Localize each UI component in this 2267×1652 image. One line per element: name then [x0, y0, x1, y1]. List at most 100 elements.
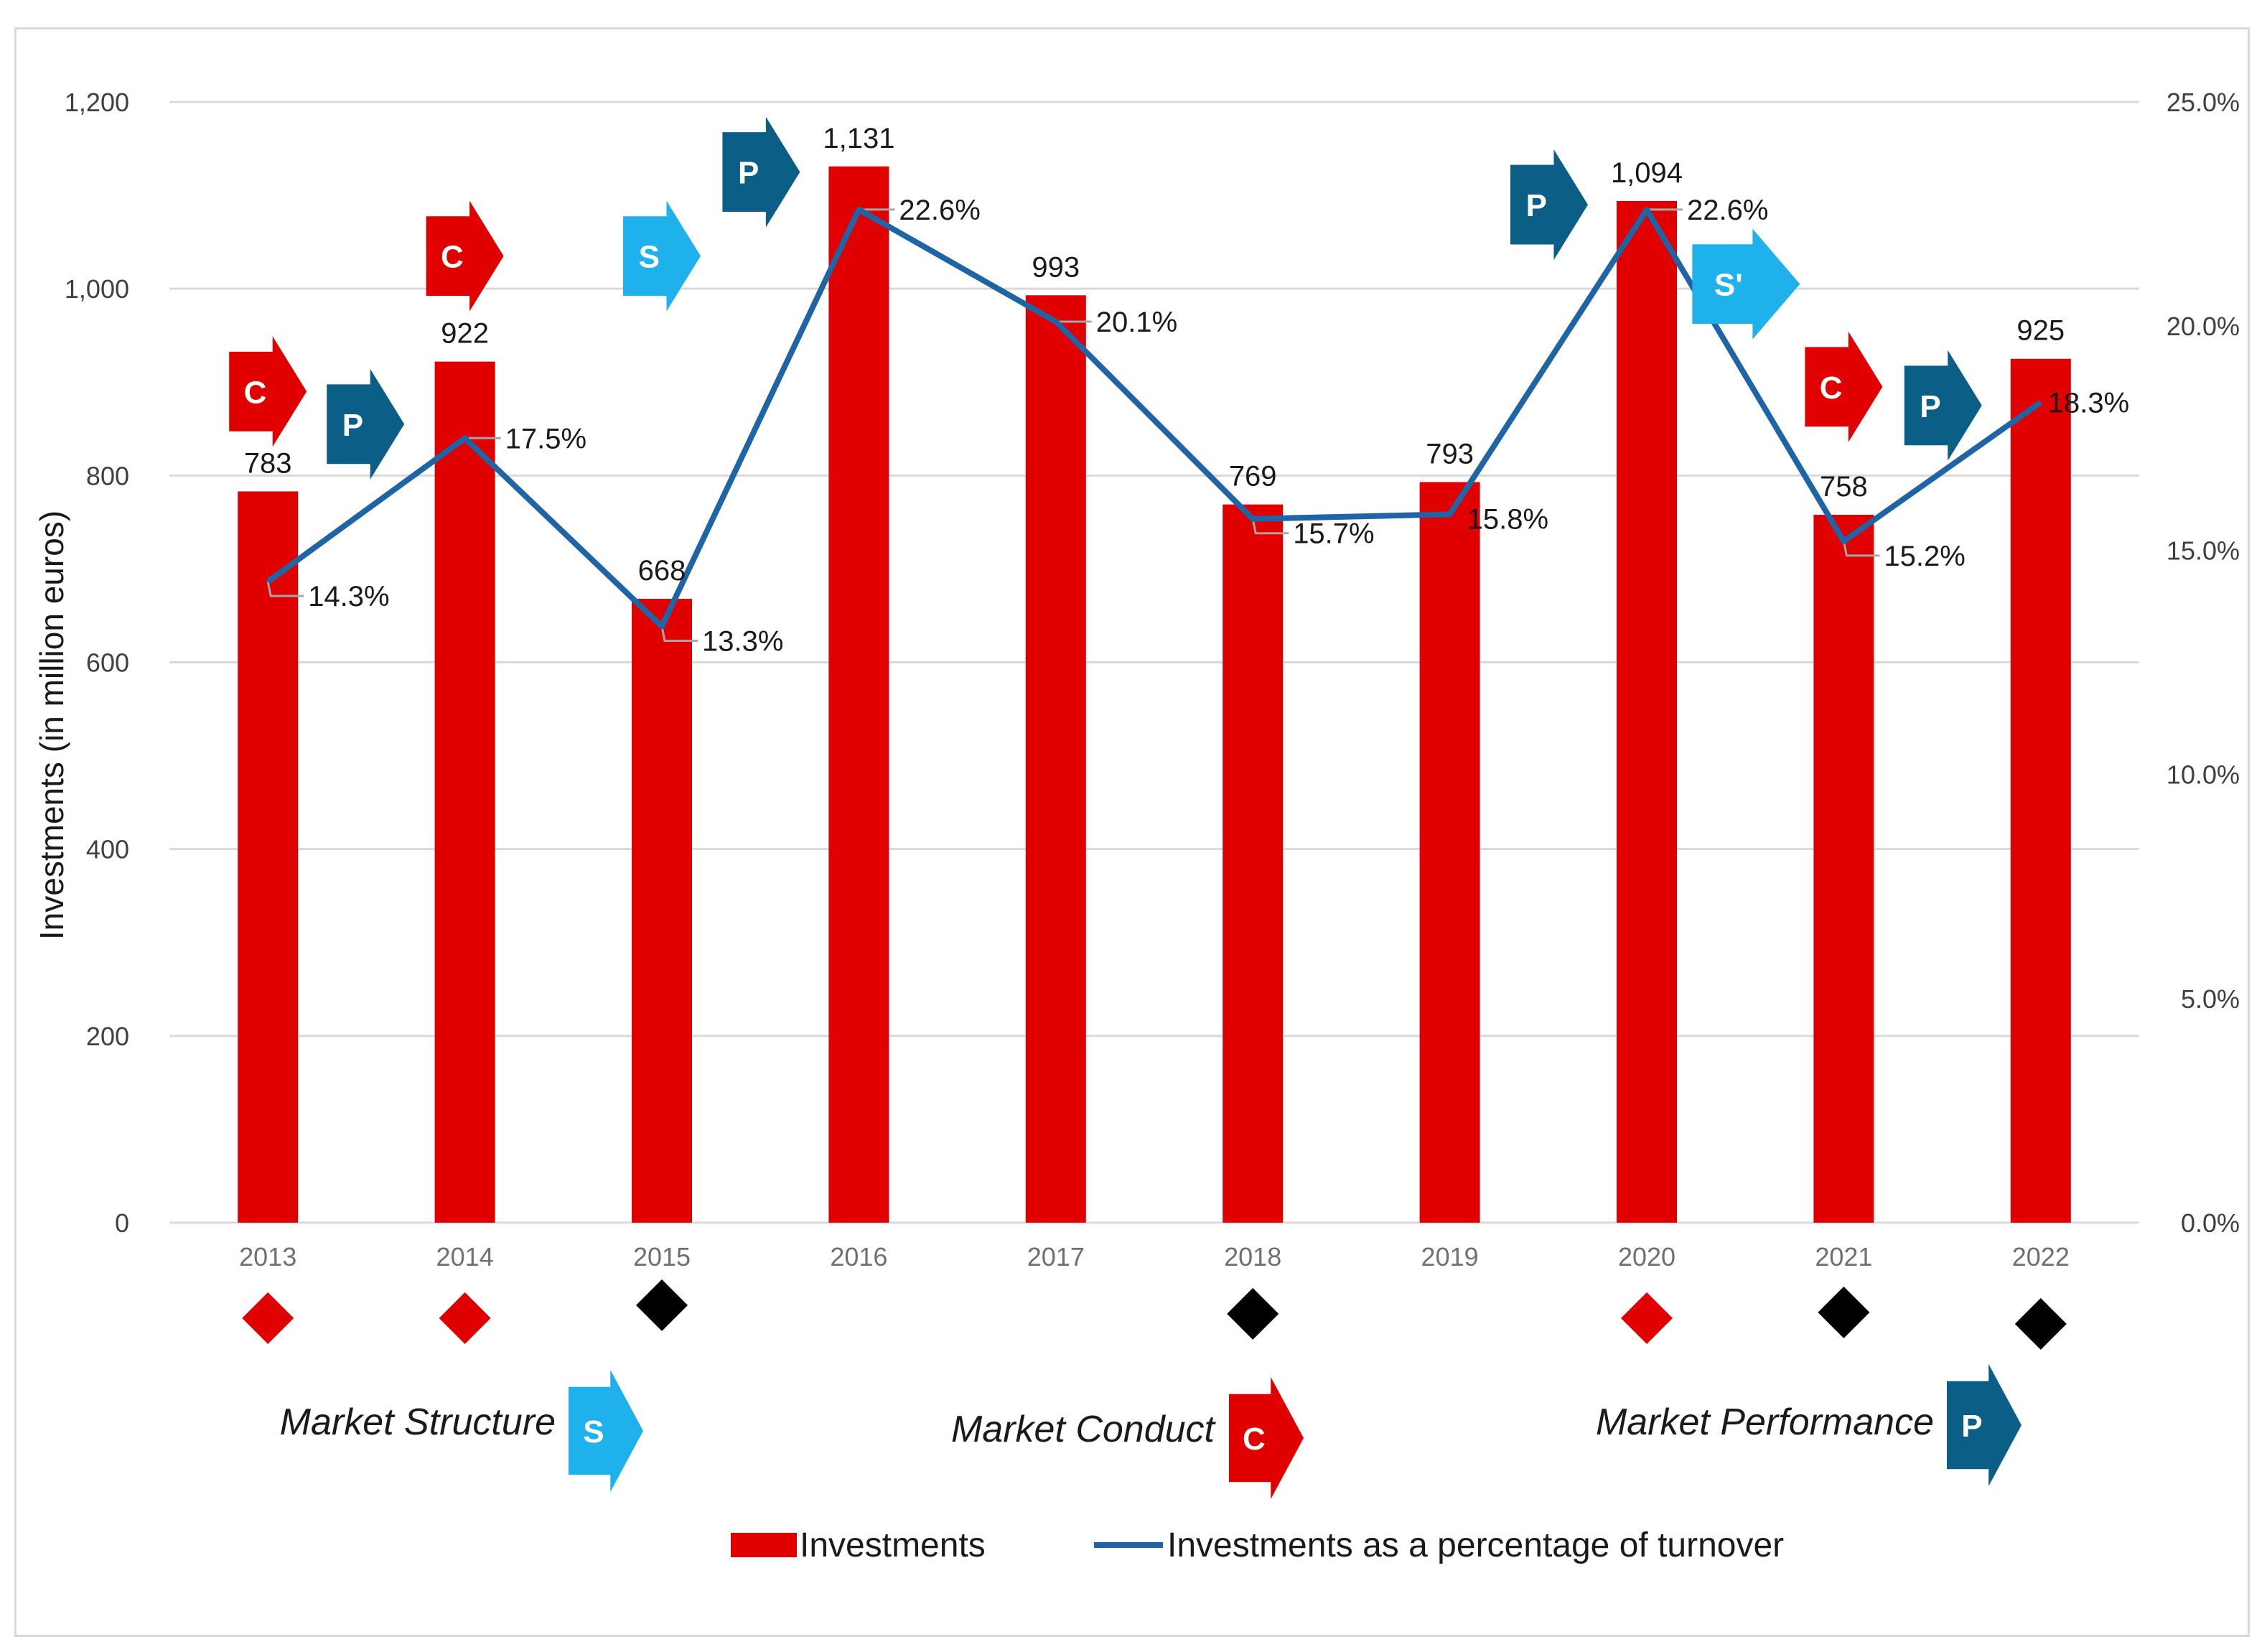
pct-value-label: 15.7% [1293, 518, 1374, 550]
red-diamond-icon [439, 1292, 491, 1344]
arrow-shape [426, 200, 504, 312]
bar-value-label: 668 [638, 555, 686, 587]
arrow-shape [1904, 350, 1982, 461]
right-tick-label: 25.0% [2166, 88, 2240, 117]
x-tick-label: 2014 [436, 1242, 494, 1271]
x-tick-label: 2020 [1618, 1242, 1675, 1271]
pct-series-line [266, 206, 2043, 630]
conduct-arrow-icon: C [1229, 1377, 1304, 1499]
arrow-letter: C [1820, 370, 1843, 406]
pct-leader-line [1251, 518, 1289, 535]
y-axis-label: Investments (in million euros) [33, 510, 70, 940]
arrow-letter: P [738, 156, 759, 191]
pct-value-label: 14.3% [308, 581, 389, 612]
pct-value-labels: 14.3% 17.5% 13.3% 22.6% 20.1% 15.7% 15.8% 22.6%… [308, 195, 2129, 658]
scp-structure-label: Market Structure [280, 1401, 556, 1443]
performance-arrow-icon: P [1947, 1364, 2021, 1486]
arrow-letter: S [639, 240, 660, 275]
bar-value-label: 1,094 [1611, 157, 1683, 189]
black-diamond-icon [1818, 1287, 1870, 1338]
arrow-shape [327, 368, 405, 480]
arrow-shape [569, 1370, 643, 1492]
performance-arrow-icon: P [1904, 350, 1982, 461]
pct-value-label: 17.5% [505, 423, 586, 454]
x-tick-label: 2022 [2012, 1242, 2070, 1271]
arrow-letter: P [1920, 389, 1940, 424]
investment-bars [238, 166, 2071, 1223]
scp-performance-label: Market Performance [1596, 1401, 1934, 1443]
investment-bar [434, 361, 495, 1223]
conduct-arrow-icon: C [229, 336, 307, 447]
structure-arrow-icon: S [569, 1370, 643, 1492]
investment-bar [1025, 295, 1086, 1223]
right-tick-label: 10.0% [2166, 760, 2240, 790]
left-tick-label: 1,200 [65, 88, 129, 117]
performance-arrow-icon: P [327, 368, 405, 480]
arrow-letter: C [1243, 1422, 1266, 1457]
black-diamond-icon [636, 1279, 688, 1331]
x-tick-label: 2013 [239, 1242, 296, 1271]
year-diamond-markers [242, 1279, 2067, 1350]
black-diamond-icon [1227, 1288, 1279, 1340]
x-tick-label: 2021 [1815, 1242, 1872, 1271]
pct-value-label: 15.2% [1884, 541, 1965, 572]
investment-bar [1223, 504, 1284, 1223]
arrow-letter: C [441, 240, 464, 275]
arrow-letter: S' [1714, 268, 1743, 303]
bar-value-label: 793 [1426, 438, 1474, 470]
red-diamond-icon [242, 1292, 294, 1344]
right-axis-ticks: 0.0% 5.0% 10.0% 15.0% 20.0% 25.0% [2166, 88, 2240, 1238]
structure-arrow-icon: S [623, 200, 701, 312]
left-tick-label: 600 [86, 648, 129, 678]
right-tick-label: 15.0% [2166, 536, 2240, 565]
investment-bar [1419, 482, 1480, 1223]
black-diamond-icon [2014, 1298, 2067, 1350]
arrow-shape [623, 200, 701, 312]
arrow-letter: P [1961, 1409, 1982, 1444]
left-axis-ticks: 0 200 400 600 800 1,000 1,200 [65, 88, 129, 1238]
arrow-shape [1229, 1377, 1304, 1499]
arrow-letter: P [342, 408, 363, 443]
gridlines [169, 101, 2139, 1224]
x-tick-label: 2015 [633, 1242, 691, 1271]
arrow-letter: P [1526, 188, 1547, 223]
pct-value-label: 13.3% [702, 626, 783, 658]
legend-bar-swatch [731, 1533, 797, 1557]
right-tick-label: 5.0% [2181, 984, 2240, 1014]
conduct-arrow-icon: C [1805, 331, 1883, 442]
investment-bar [1617, 200, 1677, 1223]
pct-value-label: 22.6% [1687, 195, 1768, 226]
pct-leader-line [1842, 541, 1880, 557]
bar-value-label: 769 [1229, 461, 1277, 493]
pct-leader-line [660, 626, 698, 643]
pct-value-label: 15.8% [1467, 503, 1548, 535]
pct-leader-line [266, 581, 304, 597]
structure-legend-arrow: S [569, 1370, 643, 1492]
bar-value-label: 1,131 [823, 123, 894, 154]
legend-line-label: Investments as a percentage of turnover [1167, 1526, 1784, 1564]
left-tick-label: 800 [86, 461, 129, 490]
investment-bar [632, 599, 692, 1223]
scp-legend-conduct: Market Conduct C [951, 1377, 1304, 1499]
left-tick-label: 1,000 [65, 274, 129, 304]
investment-bar [2010, 358, 2071, 1223]
performance-legend-arrow: P [1947, 1364, 2021, 1486]
arrow-shape [722, 116, 800, 228]
arrow-shape [1510, 149, 1588, 261]
bar-value-label: 783 [244, 447, 292, 479]
arrow-letter: C [244, 375, 267, 410]
arrow-shape [1805, 331, 1883, 442]
x-tick-label: 2017 [1027, 1242, 1085, 1271]
left-tick-label: 0 [115, 1208, 129, 1238]
scp-legend-performance: Market Performance P [1596, 1364, 2021, 1486]
left-tick-label: 200 [86, 1022, 129, 1051]
red-diamond-icon [1621, 1292, 1673, 1344]
x-axis-ticks: 2013 2014 2015 2016 2017 2018 2019 2020 2021 2022 [239, 1242, 2070, 1271]
scp-conduct-label: Market Conduct [951, 1409, 1217, 1450]
bar-value-label: 993 [1032, 251, 1080, 283]
performance-arrow-icon: P [722, 116, 800, 228]
performance-arrow-icon: P [1510, 149, 1588, 261]
investment-bar [1813, 514, 1874, 1223]
arrow-letter: S [583, 1414, 604, 1450]
scp-arrows: C P C S P P S' C P [229, 116, 1982, 480]
